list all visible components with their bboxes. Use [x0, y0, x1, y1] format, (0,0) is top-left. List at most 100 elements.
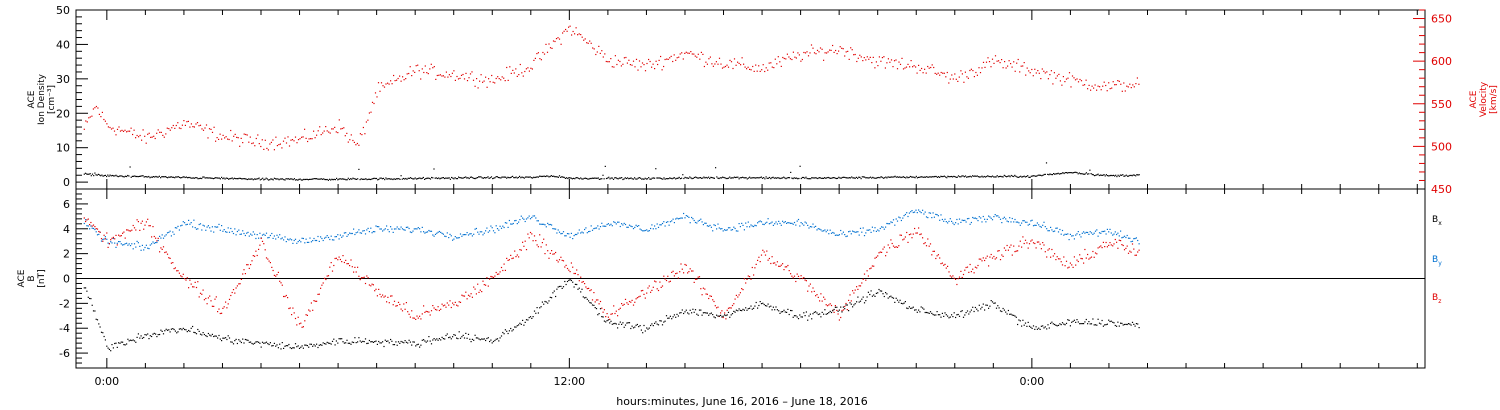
- density-point: [440, 177, 442, 179]
- bz-point: [628, 300, 631, 303]
- velocity-point: [806, 51, 808, 53]
- bz-point: [821, 300, 823, 302]
- bx-point: [152, 333, 154, 335]
- velocity-point: [168, 128, 170, 130]
- bx-point: [482, 338, 484, 340]
- bz-point: [133, 227, 136, 229]
- by-point: [799, 225, 801, 227]
- bz-point: [689, 268, 691, 270]
- bz-point: [582, 281, 584, 283]
- density-point: [339, 178, 341, 180]
- density-point: [269, 179, 271, 181]
- legend-bz-subscript: z: [1438, 298, 1441, 305]
- by-point: [904, 213, 906, 216]
- bx-point: [339, 338, 341, 340]
- bz-point: [1052, 255, 1054, 257]
- by-point: [132, 248, 134, 250]
- density-point: [321, 178, 324, 180]
- bx-point: [289, 347, 291, 349]
- bx-point: [759, 301, 761, 303]
- density-point: [305, 178, 307, 180]
- bx-point: [149, 335, 151, 337]
- bz-point: [660, 286, 662, 288]
- bx-point: [128, 340, 130, 342]
- bx-point: [516, 325, 518, 327]
- bx-point: [195, 333, 198, 335]
- bx-point: [304, 344, 306, 346]
- by-point: [886, 222, 888, 225]
- bz-point: [803, 277, 805, 279]
- bx-point: [85, 287, 87, 289]
- velocity-point: [815, 53, 817, 55]
- velocity-point: [122, 130, 125, 132]
- bx-point: [261, 341, 264, 343]
- bz-point: [153, 235, 155, 238]
- velocity-point: [192, 126, 194, 128]
- bz-point: [441, 303, 443, 305]
- by-point: [840, 229, 842, 232]
- density-point: [292, 179, 294, 181]
- density-point: [767, 177, 769, 179]
- by-point: [301, 237, 303, 239]
- velocity-point: [848, 58, 850, 60]
- by-point: [314, 239, 316, 242]
- bz-point: [288, 307, 290, 310]
- by-point: [856, 231, 858, 233]
- density-point: [307, 179, 309, 181]
- by-point: [939, 219, 941, 221]
- density-point: [604, 165, 606, 167]
- velocity-axis-tick-label: 550: [1431, 98, 1452, 111]
- velocity-point: [1121, 90, 1123, 92]
- velocity-point: [663, 65, 665, 68]
- velocity-point: [494, 82, 496, 84]
- bx-point: [391, 340, 393, 342]
- velocity-point: [267, 149, 269, 151]
- by-point: [298, 239, 301, 241]
- density-point: [287, 178, 290, 180]
- bx-point: [254, 342, 256, 344]
- density-point: [216, 177, 218, 179]
- density-point: [1043, 173, 1045, 176]
- density-point: [280, 178, 282, 180]
- bx-point: [461, 336, 463, 338]
- bz-point: [907, 241, 909, 243]
- by-point: [189, 223, 191, 225]
- density-point: [594, 177, 596, 179]
- bz-point: [643, 293, 645, 295]
- bx-point: [850, 303, 852, 305]
- bz-point: [966, 266, 969, 268]
- velocity-point: [150, 136, 152, 138]
- bx-point: [676, 313, 678, 315]
- bx-point: [832, 310, 834, 312]
- density-point: [426, 177, 428, 179]
- velocity-point: [1127, 86, 1129, 88]
- density-point: [421, 177, 423, 179]
- density-point: [470, 176, 473, 178]
- velocity-point: [148, 132, 150, 134]
- by-point: [919, 210, 921, 213]
- velocity-point: [243, 133, 245, 135]
- density-point: [1010, 174, 1012, 177]
- velocity-point: [740, 64, 742, 66]
- velocity-point: [433, 66, 435, 68]
- bx-point: [485, 339, 487, 342]
- bz-point: [228, 298, 231, 300]
- velocity-point: [779, 61, 781, 63]
- bx-point: [574, 283, 576, 285]
- by-point: [528, 215, 530, 217]
- velocity-point: [139, 134, 141, 137]
- velocity-point: [225, 136, 227, 138]
- bz-point: [462, 295, 464, 297]
- density-point: [1058, 173, 1060, 175]
- density-point: [915, 175, 917, 177]
- velocity-point: [1085, 79, 1087, 81]
- by-point: [708, 225, 710, 227]
- density-point: [316, 178, 318, 180]
- by-point: [264, 234, 266, 236]
- bx-point: [590, 302, 592, 304]
- bz-point: [590, 289, 592, 291]
- bx-point: [991, 301, 994, 303]
- by-point: [502, 225, 504, 227]
- velocity-axis-title-line: Velocity: [1479, 81, 1489, 117]
- density-point: [242, 178, 244, 180]
